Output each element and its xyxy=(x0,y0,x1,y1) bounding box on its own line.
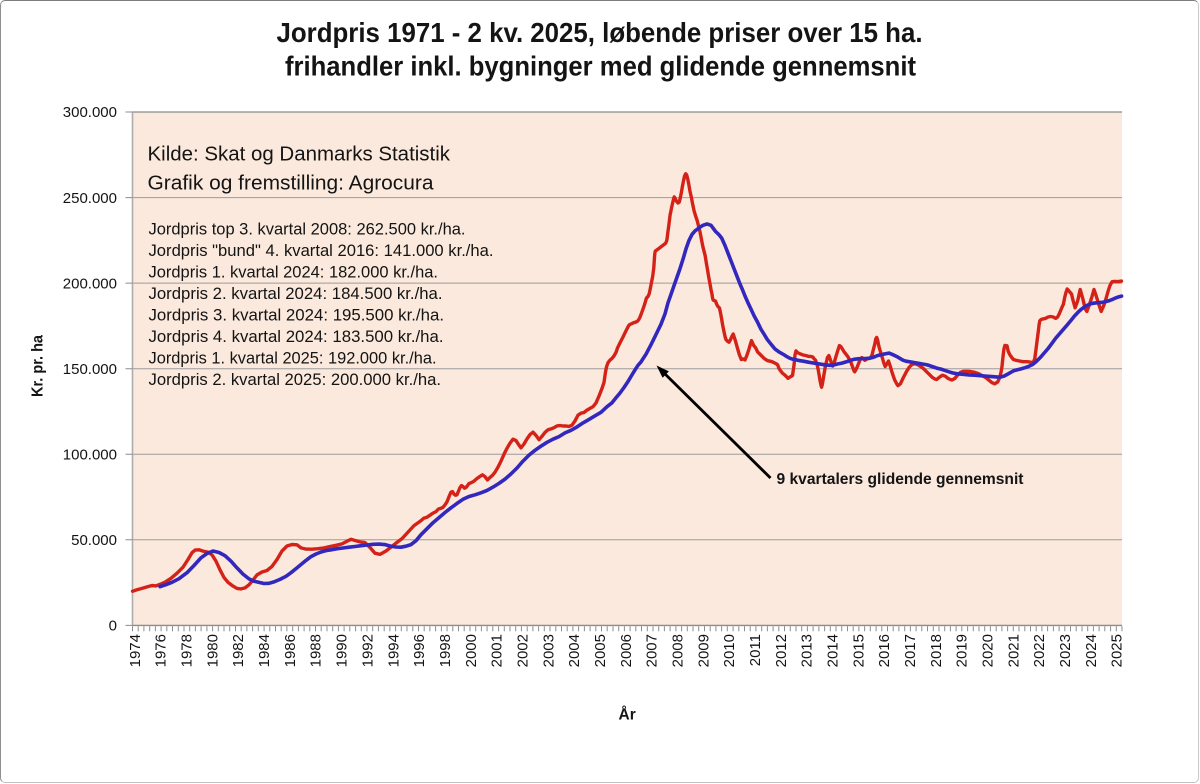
svg-text:frihandler inkl. bygninger med: frihandler inkl. bygninger med glidende … xyxy=(285,51,916,82)
svg-text:1996: 1996 xyxy=(411,634,428,667)
svg-text:2001: 2001 xyxy=(489,634,506,667)
svg-text:1976: 1976 xyxy=(153,634,170,667)
svg-text:9 kvartalers glidende gennemsn: 9 kvartalers glidende gennemsnit xyxy=(777,471,1024,488)
svg-text:50.000: 50.000 xyxy=(71,532,117,549)
svg-text:150.000: 150.000 xyxy=(63,361,117,378)
svg-text:2022: 2022 xyxy=(1031,634,1048,667)
svg-text:100.000: 100.000 xyxy=(63,447,117,464)
svg-text:2015: 2015 xyxy=(850,634,867,667)
svg-text:1992: 1992 xyxy=(359,634,376,667)
svg-text:2018: 2018 xyxy=(928,634,945,667)
svg-text:Jordpris 1971 - 2 kv. 2025, lø: Jordpris 1971 - 2 kv. 2025, løbende pris… xyxy=(277,17,923,48)
svg-text:2009: 2009 xyxy=(695,634,712,667)
svg-text:2012: 2012 xyxy=(773,634,790,667)
svg-text:1980: 1980 xyxy=(204,634,221,667)
svg-text:Kilde: Skat og Danmarks Statis: Kilde: Skat og Danmarks Statistik xyxy=(148,143,451,166)
svg-text:2019: 2019 xyxy=(954,634,971,667)
svg-text:2021: 2021 xyxy=(1005,634,1022,667)
svg-text:2017: 2017 xyxy=(902,634,919,667)
svg-text:2002: 2002 xyxy=(514,634,531,667)
svg-text:2010: 2010 xyxy=(721,634,738,667)
svg-text:2025: 2025 xyxy=(1109,634,1126,667)
svg-text:2014: 2014 xyxy=(824,634,841,667)
svg-text:1982: 1982 xyxy=(230,634,247,667)
svg-text:2000: 2000 xyxy=(463,634,480,667)
svg-text:2020: 2020 xyxy=(980,634,997,667)
svg-text:2004: 2004 xyxy=(566,634,583,667)
svg-text:Jordpris 1. kvartal 2025: 192.: Jordpris 1. kvartal 2025: 192.000 kr./ha… xyxy=(149,350,437,368)
svg-text:1978: 1978 xyxy=(179,634,196,667)
svg-text:Jordpris 1. kvartal 2024: 182.: Jordpris 1. kvartal 2024: 182.000 kr./ha… xyxy=(149,264,439,282)
svg-text:Grafik og fremstilling: Agrocu: Grafik og fremstilling: Agrocura xyxy=(148,171,435,194)
svg-text:2024: 2024 xyxy=(1083,634,1100,667)
svg-text:Jordpris 2. kvartal 2025: 200.: Jordpris 2. kvartal 2025: 200.000 kr./ha… xyxy=(149,371,442,389)
svg-text:1984: 1984 xyxy=(256,634,273,667)
svg-text:2003: 2003 xyxy=(540,634,557,667)
svg-text:2013: 2013 xyxy=(799,634,816,667)
svg-text:250.000: 250.000 xyxy=(63,190,117,207)
svg-text:2006: 2006 xyxy=(618,634,635,667)
svg-text:2016: 2016 xyxy=(876,634,893,667)
svg-text:Jordpris 4. kvartal 2024: 183.: Jordpris 4. kvartal 2024: 183.500 kr./ha… xyxy=(149,328,444,346)
svg-text:2008: 2008 xyxy=(669,634,686,667)
svg-text:1986: 1986 xyxy=(282,634,299,667)
svg-text:1998: 1998 xyxy=(437,634,454,667)
svg-text:Kr. pr. ha: Kr. pr. ha xyxy=(30,335,47,397)
svg-text:200.000: 200.000 xyxy=(63,275,117,292)
svg-text:1988: 1988 xyxy=(308,634,325,667)
svg-text:Jordpris 2. kvartal 2024: 184.: Jordpris 2. kvartal 2024: 184.500 kr./ha… xyxy=(149,285,443,303)
svg-text:2011: 2011 xyxy=(747,634,764,666)
svg-text:2005: 2005 xyxy=(592,634,609,667)
svg-text:300.000: 300.000 xyxy=(63,104,117,121)
svg-text:1994: 1994 xyxy=(385,634,402,667)
svg-text:Jordpris top 3. kvartal 2008:: Jordpris top 3. kvartal 2008: 262.500 kr… xyxy=(149,221,466,239)
svg-text:2023: 2023 xyxy=(1057,634,1074,667)
svg-text:0: 0 xyxy=(109,618,117,635)
svg-text:Jordpris 3. kvartal 2024: 195.: Jordpris 3. kvartal 2024: 195.500 kr./ha… xyxy=(149,307,445,325)
svg-text:År: År xyxy=(619,707,636,724)
svg-text:1974: 1974 xyxy=(127,634,144,667)
svg-text:1990: 1990 xyxy=(334,634,351,667)
svg-text:2007: 2007 xyxy=(644,634,661,667)
svg-text:Jordpris "bund" 4. kvartal 201: Jordpris "bund" 4. kvartal 2016: 141.000… xyxy=(149,242,494,260)
